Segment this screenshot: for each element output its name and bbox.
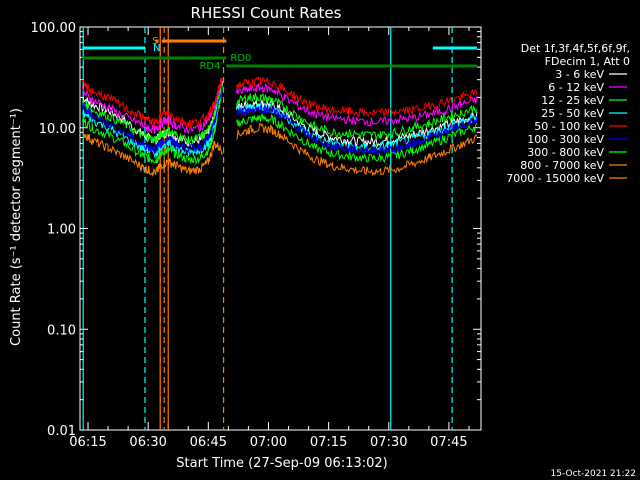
x-tick-label: 06:45 xyxy=(190,435,227,450)
series-line xyxy=(81,80,478,135)
flag-label: N xyxy=(153,43,160,54)
legend-entry-label: 800 - 7000 keV xyxy=(520,159,604,172)
legend-entry-label: 300 - 800 keV xyxy=(527,146,604,159)
legend-header: FDecim 1, Att 0 xyxy=(545,55,630,68)
series-line xyxy=(82,76,478,129)
y-tick-label: 10.00 xyxy=(39,122,76,137)
y-tick-label: 0.10 xyxy=(47,323,76,338)
footer-timestamp: 15-Oct-2021 21:22 xyxy=(551,469,636,479)
legend-entry-label: 12 - 25 keV xyxy=(541,94,604,107)
series-line xyxy=(81,123,478,177)
chart-title: RHESSI Count Rates xyxy=(191,4,342,22)
series-line xyxy=(82,86,478,160)
x-tick-label: 06:30 xyxy=(129,435,166,450)
x-tick-label: 07:45 xyxy=(430,435,467,450)
x-tick-label: 07:15 xyxy=(310,435,347,450)
y-tick-label: 0.01 xyxy=(47,424,76,439)
legend-entry-label: 50 - 100 keV xyxy=(534,120,604,133)
legend-entry-label: 3 - 6 keV xyxy=(555,68,604,81)
legend-header: Det 1f,3f,4f,5f,6f,9f, xyxy=(521,42,630,55)
x-axis-label: Start Time (27-Sep-09 06:13:02) xyxy=(176,456,387,471)
flag-label: S xyxy=(152,36,158,47)
series-line xyxy=(81,85,478,155)
x-tick-label: 06:15 xyxy=(69,435,106,450)
legend-entry-label: 25 - 50 keV xyxy=(541,107,604,120)
legend-entry-label: 6 - 12 keV xyxy=(548,81,604,94)
legend-entry-label: 100 - 300 keV xyxy=(527,133,604,146)
legend-entry-label: 7000 - 15000 keV xyxy=(506,172,604,185)
flag-label: RD0 xyxy=(230,53,251,64)
flag-label: RD4 xyxy=(199,61,220,72)
x-tick-label: 07:30 xyxy=(370,435,407,450)
series-line xyxy=(81,84,478,145)
y-tick-label: 1.00 xyxy=(47,223,76,238)
legend: Det 1f,3f,4f,5f,6f,9f,FDecim 1, Att 03 -… xyxy=(506,42,630,185)
series-line xyxy=(81,85,478,165)
y-tick-label: 100.00 xyxy=(31,21,77,36)
x-tick-label: 07:00 xyxy=(250,435,287,450)
y-axis-label: Count Rate (s⁻¹ detector segment⁻¹) xyxy=(9,108,24,346)
